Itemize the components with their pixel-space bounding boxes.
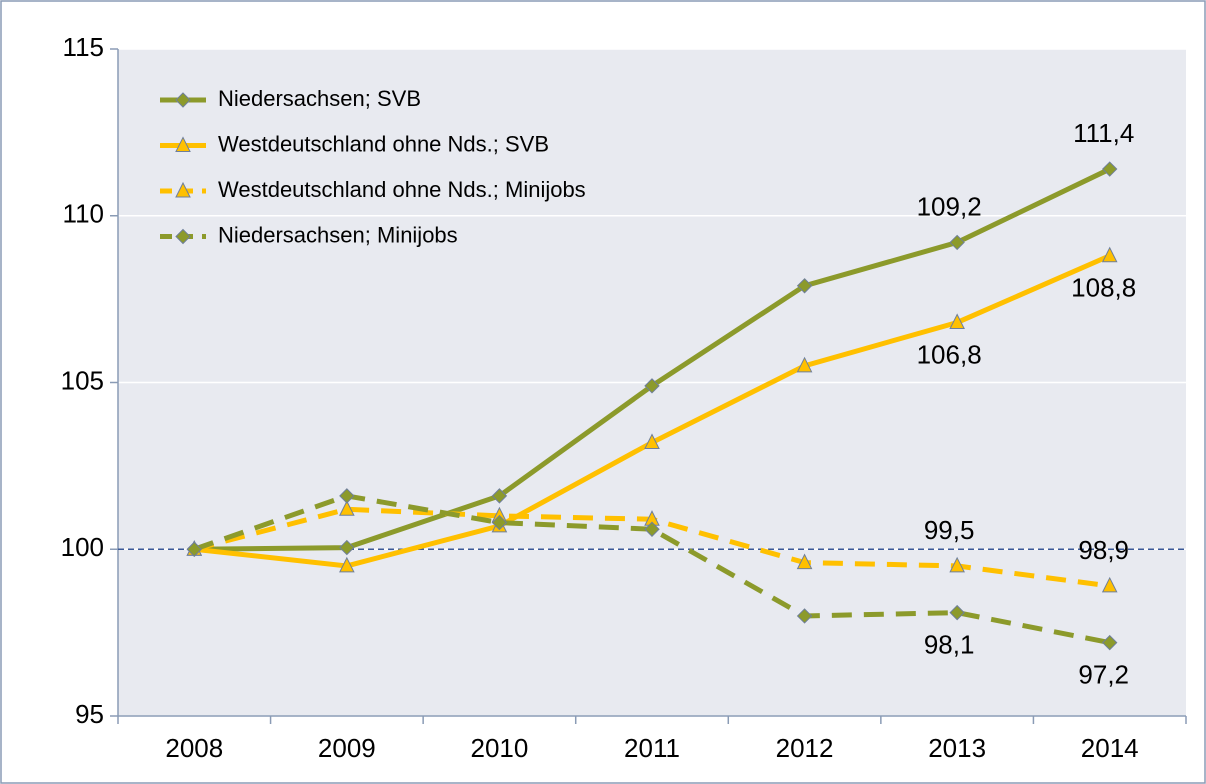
data-label: 106,8	[917, 339, 982, 369]
data-label: 98,1	[924, 629, 975, 659]
marker	[949, 556, 965, 573]
marker	[339, 539, 355, 556]
marker	[491, 514, 508, 531]
marker	[175, 228, 191, 245]
marker	[949, 234, 965, 251]
x-tick-label: 2009	[318, 733, 376, 763]
x-tick-label: 2011	[624, 733, 680, 763]
marker	[644, 378, 660, 394]
data-label: 99,5	[924, 515, 975, 545]
marker	[175, 136, 191, 152]
marker	[1102, 161, 1118, 177]
marker	[491, 488, 508, 504]
marker	[339, 488, 355, 504]
x-tick-label: 2012	[776, 733, 834, 763]
data-label: 108,8	[1071, 273, 1136, 303]
marker	[796, 608, 813, 624]
marker	[1102, 634, 1118, 651]
marker	[796, 356, 813, 373]
marker	[796, 553, 813, 570]
marker	[796, 278, 813, 294]
marker	[175, 181, 191, 198]
marker	[949, 604, 965, 621]
marker	[1101, 246, 1118, 263]
legend-label: Westdeutschland ohne Nds.; Minijobs	[218, 177, 586, 202]
y-tick-label: 100	[61, 532, 104, 562]
marker	[339, 500, 355, 516]
marker	[949, 313, 965, 329]
legend-label: Niedersachsen; Minijobs	[218, 222, 458, 247]
y-tick-label: 115	[63, 32, 104, 62]
data-label: 98,9	[1078, 535, 1129, 565]
marker	[175, 92, 191, 108]
marker	[644, 433, 660, 450]
data-label: 111,4	[1073, 118, 1134, 148]
marker	[339, 556, 355, 573]
marker	[1101, 576, 1118, 593]
x-tick-label: 2014	[1081, 733, 1139, 763]
data-label: 109,2	[917, 191, 982, 221]
x-tick-label: 2010	[471, 733, 529, 763]
marker	[644, 521, 660, 537]
marker	[186, 541, 202, 557]
legend-label: Niedersachsen; SVB	[218, 86, 421, 111]
x-tick-label: 2008	[165, 733, 223, 763]
y-tick-label: 105	[61, 365, 104, 395]
data-label: 97,2	[1078, 660, 1129, 690]
y-tick-label: 95	[75, 699, 104, 729]
legend-label: Westdeutschland ohne Nds.; SVB	[218, 131, 549, 156]
y-tick-label: 110	[63, 199, 104, 229]
x-tick-label: 2013	[928, 733, 986, 763]
